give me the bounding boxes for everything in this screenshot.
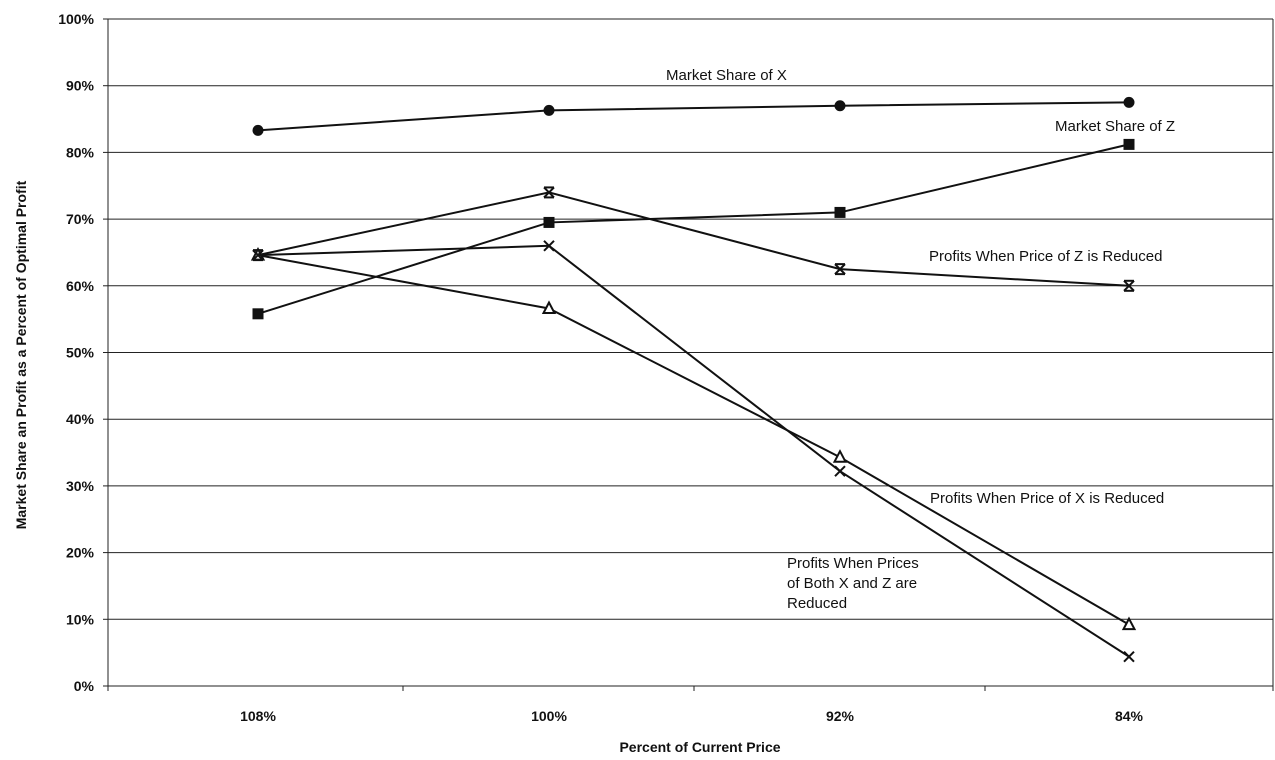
series-annotation: Profits When Price of X is Reduced (930, 490, 1164, 507)
x-tick-label: 108% (240, 708, 276, 724)
point-marker (1123, 650, 1135, 663)
series-3 (252, 186, 1135, 292)
series-annotation: Profits When Price of Z is Reduced (929, 248, 1162, 265)
series-line (257, 143, 1130, 315)
annotation-line: Profits When Prices (787, 555, 919, 572)
y-tick-labels: 0% 10% 20% 30% 40% 50% 60% 70% 80% 90% 100% (58, 11, 94, 694)
y-tick-label: 20% (66, 545, 95, 561)
series-line (257, 191, 1130, 287)
grid-layer (103, 18, 1274, 691)
y-tick-label: 70% (66, 211, 95, 227)
annotation-line: Market Share of Z (1055, 118, 1175, 135)
series-layer (250, 96, 1137, 663)
x-tick-label: 92% (826, 708, 855, 724)
point-marker (1123, 280, 1135, 292)
point-marker (543, 104, 555, 116)
x-tick-label: 100% (531, 708, 567, 724)
point-marker (834, 465, 846, 477)
x-tick-labels: 108% 100% 92% 84% (240, 708, 1143, 724)
point-marker (834, 263, 846, 275)
y-tick-label: 100% (58, 11, 94, 27)
annotation-line: of Both X and Z are (787, 575, 917, 592)
point-marker (1121, 616, 1137, 631)
series-line (257, 244, 1130, 658)
point-marker (1123, 138, 1135, 150)
y-tick-label: 80% (66, 144, 95, 160)
point-marker (543, 216, 555, 228)
y-axis-title: Market Share an Profit as a Percent of O… (13, 180, 29, 529)
series-4 (250, 246, 1137, 631)
point-marker (543, 186, 555, 199)
series-annotation: Market Share of X (666, 67, 787, 84)
point-marker (1123, 96, 1135, 108)
point-marker (252, 124, 264, 136)
point-marker (252, 308, 264, 320)
y-tick-label: 60% (66, 278, 95, 294)
y-tick-label: 10% (66, 611, 95, 627)
series-5 (252, 240, 1135, 663)
series-line (257, 254, 1130, 626)
y-tick-label: 90% (66, 78, 95, 94)
x-tick-label: 84% (1115, 708, 1144, 724)
annotation-line: Reduced (787, 595, 847, 612)
series-line (257, 101, 1130, 132)
y-tick-label: 0% (74, 678, 95, 694)
point-marker (832, 449, 848, 463)
point-marker (543, 240, 555, 252)
annotation-layer: Market Share of X Market Share of Z Profit… (666, 67, 1175, 612)
annotation-line: Profits When Price of X is Reduced (930, 490, 1164, 507)
point-marker (834, 206, 846, 218)
point-marker (252, 249, 264, 261)
y-tick-label: 50% (66, 345, 95, 361)
y-tick-label: 40% (66, 411, 95, 427)
annotation-line: Profits When Price of Z is Reduced (929, 248, 1162, 265)
series-1 (252, 96, 1135, 136)
series-annotation: Market Share of Z (1055, 118, 1175, 135)
x-axis-title: Percent of Current Price (619, 739, 780, 755)
y-tick-label: 30% (66, 478, 95, 494)
point-marker (834, 100, 846, 112)
point-marker (541, 300, 557, 314)
series-2 (252, 138, 1135, 320)
annotation-line: Market Share of X (666, 67, 787, 84)
series-annotation: Profits When Prices of Both X and Z are Re… (787, 555, 919, 612)
